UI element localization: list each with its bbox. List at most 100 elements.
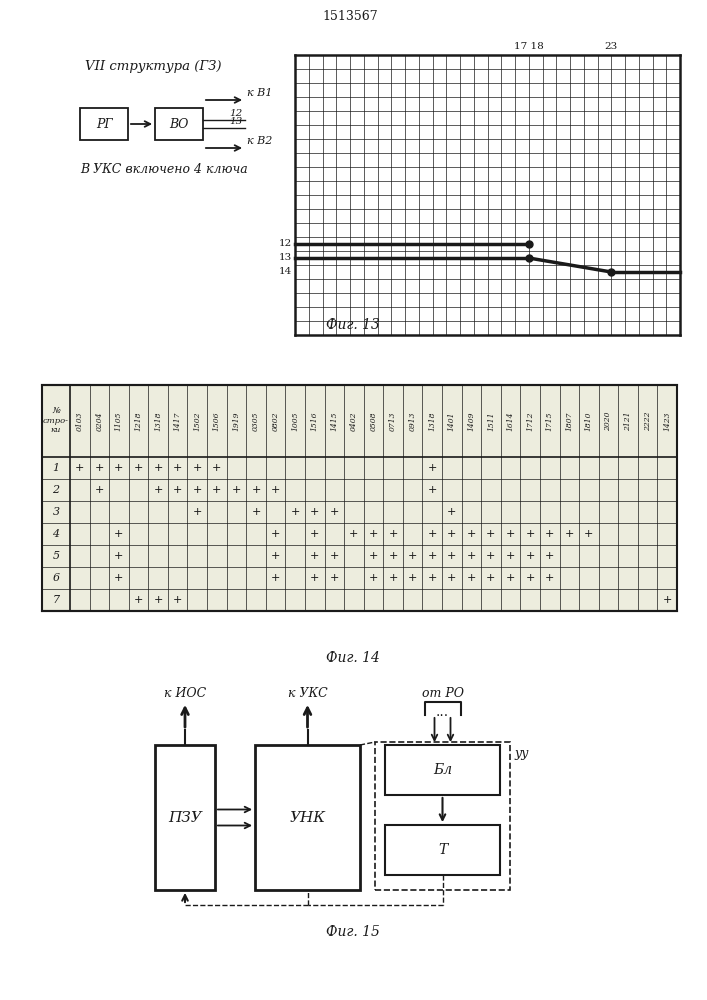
- Text: +: +: [447, 507, 457, 517]
- Text: 13: 13: [230, 117, 243, 126]
- Text: +: +: [153, 463, 163, 473]
- Text: +: +: [212, 485, 221, 495]
- Text: 1506: 1506: [213, 411, 221, 431]
- Text: +: +: [388, 551, 398, 561]
- Text: +: +: [545, 529, 554, 539]
- Text: +: +: [447, 529, 457, 539]
- Text: +: +: [584, 529, 594, 539]
- Text: +: +: [486, 529, 496, 539]
- Text: к УКС: к УКС: [288, 687, 327, 700]
- Text: 0402: 0402: [350, 411, 358, 431]
- Text: 1105: 1105: [115, 411, 123, 431]
- Text: 1401: 1401: [448, 411, 456, 431]
- Text: +: +: [369, 529, 378, 539]
- Text: к В2: к В2: [247, 136, 272, 146]
- Text: 6: 6: [52, 573, 59, 583]
- Text: 2020: 2020: [604, 411, 612, 431]
- Text: +: +: [232, 485, 241, 495]
- Text: +: +: [428, 463, 437, 473]
- Text: 1409: 1409: [467, 411, 475, 431]
- Text: +: +: [115, 463, 124, 473]
- Text: +: +: [271, 485, 280, 495]
- Text: +: +: [251, 485, 261, 495]
- Text: №
стро-
ки: № стро- ки: [43, 408, 69, 434]
- Text: уу: уу: [514, 747, 529, 760]
- Text: 2: 2: [52, 485, 59, 495]
- Text: +: +: [329, 507, 339, 517]
- Text: +: +: [134, 595, 144, 605]
- Text: РГ: РГ: [95, 117, 112, 130]
- Text: +: +: [192, 507, 202, 517]
- Text: 0913: 0913: [409, 411, 416, 431]
- Text: +: +: [115, 529, 124, 539]
- Text: +: +: [329, 573, 339, 583]
- Text: 1919: 1919: [233, 411, 240, 431]
- Text: 1513567: 1513567: [322, 10, 378, 23]
- Text: +: +: [115, 573, 124, 583]
- Text: 0713: 0713: [389, 411, 397, 431]
- Text: +: +: [467, 529, 476, 539]
- Text: +: +: [545, 573, 554, 583]
- Text: +: +: [134, 463, 144, 473]
- Text: к ИОС: к ИОС: [164, 687, 206, 700]
- Text: +: +: [153, 485, 163, 495]
- Text: +: +: [212, 463, 221, 473]
- Text: +: +: [291, 507, 300, 517]
- Text: +: +: [310, 573, 320, 583]
- Text: Т: Т: [438, 843, 447, 857]
- Text: 0508: 0508: [370, 411, 378, 431]
- Text: +: +: [192, 463, 202, 473]
- Text: +: +: [153, 595, 163, 605]
- Text: Фиг. 13: Фиг. 13: [326, 318, 380, 332]
- Text: +: +: [447, 573, 457, 583]
- Text: +: +: [428, 573, 437, 583]
- Text: +: +: [173, 463, 182, 473]
- Text: В УКС включено 4 ключа: В УКС включено 4 ключа: [80, 163, 247, 176]
- Text: 1502: 1502: [193, 411, 201, 431]
- Text: +: +: [545, 551, 554, 561]
- Text: ...: ...: [436, 705, 449, 719]
- Text: +: +: [486, 573, 496, 583]
- Text: 4: 4: [52, 529, 59, 539]
- Text: Фиг. 14: Фиг. 14: [326, 651, 380, 665]
- Text: 2222: 2222: [643, 411, 652, 431]
- Text: 12: 12: [279, 239, 292, 248]
- Text: ПЗУ: ПЗУ: [168, 810, 202, 824]
- Text: 1218: 1218: [134, 411, 143, 431]
- Text: +: +: [388, 573, 398, 583]
- Bar: [80, 108, 128, 140]
- Text: +: +: [467, 573, 476, 583]
- Text: 12: 12: [230, 109, 243, 118]
- Text: 1415: 1415: [330, 411, 339, 431]
- Text: +: +: [192, 485, 202, 495]
- Text: 14: 14: [279, 267, 292, 276]
- Text: 5: 5: [52, 551, 59, 561]
- Text: 13: 13: [279, 253, 292, 262]
- Text: +: +: [506, 551, 515, 561]
- Text: 1511: 1511: [487, 411, 495, 431]
- Text: +: +: [428, 485, 437, 495]
- Text: +: +: [408, 551, 417, 561]
- Text: +: +: [271, 529, 280, 539]
- Text: +: +: [251, 507, 261, 517]
- Bar: [42, 385, 677, 611]
- Text: 23: 23: [604, 42, 618, 51]
- Bar: [42, 385, 677, 611]
- Text: +: +: [271, 551, 280, 561]
- Bar: [155, 108, 203, 140]
- Text: 0802: 0802: [271, 411, 279, 431]
- Text: +: +: [75, 463, 84, 473]
- Text: 1318: 1318: [154, 411, 162, 431]
- Text: 0103: 0103: [76, 411, 84, 431]
- Text: +: +: [369, 551, 378, 561]
- Bar: [155, 745, 215, 890]
- Text: 1318: 1318: [428, 411, 436, 431]
- Text: 1715: 1715: [546, 411, 554, 431]
- Bar: [385, 825, 500, 875]
- Text: +: +: [525, 529, 534, 539]
- Text: от РО: от РО: [421, 687, 464, 700]
- Text: к В1: к В1: [247, 88, 272, 98]
- Text: +: +: [486, 551, 496, 561]
- Text: 17 18: 17 18: [514, 42, 544, 51]
- Text: +: +: [447, 551, 457, 561]
